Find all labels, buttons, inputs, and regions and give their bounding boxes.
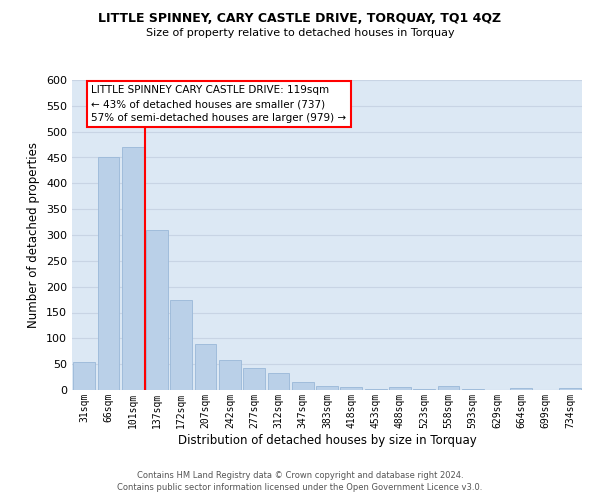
Bar (146, 230, 168, 390)
Bar (511, 388, 532, 390)
Bar (268, 374, 289, 390)
X-axis label: Distribution of detached houses by size in Torquay: Distribution of detached houses by size … (178, 434, 476, 446)
Bar (437, 386, 460, 390)
Text: Size of property relative to detached houses in Torquay: Size of property relative to detached ho… (146, 28, 454, 38)
Bar (243, 368, 265, 390)
Text: Contains public sector information licensed under the Open Government Licence v3: Contains public sector information licen… (118, 484, 482, 492)
Y-axis label: Number of detached properties: Number of detached properties (28, 142, 40, 328)
Bar (340, 387, 362, 390)
Bar (122, 147, 143, 390)
Bar (365, 389, 386, 390)
Bar (559, 388, 581, 390)
Bar (73, 362, 95, 390)
Bar (292, 382, 314, 390)
Text: LITTLE SPINNEY CARY CASTLE DRIVE: 119sqm
← 43% of detached houses are smaller (7: LITTLE SPINNEY CARY CASTLE DRIVE: 119sqm… (91, 85, 347, 123)
Bar (462, 389, 484, 390)
Text: Contains HM Land Registry data © Crown copyright and database right 2024.: Contains HM Land Registry data © Crown c… (137, 471, 463, 480)
Bar (194, 344, 217, 390)
Bar (170, 300, 192, 390)
Text: LITTLE SPINNEY, CARY CASTLE DRIVE, TORQUAY, TQ1 4QZ: LITTLE SPINNEY, CARY CASTLE DRIVE, TORQU… (98, 12, 502, 26)
Bar (219, 360, 241, 390)
Bar (413, 389, 435, 390)
Bar (97, 158, 119, 390)
Bar (316, 386, 338, 390)
Bar (389, 388, 411, 390)
